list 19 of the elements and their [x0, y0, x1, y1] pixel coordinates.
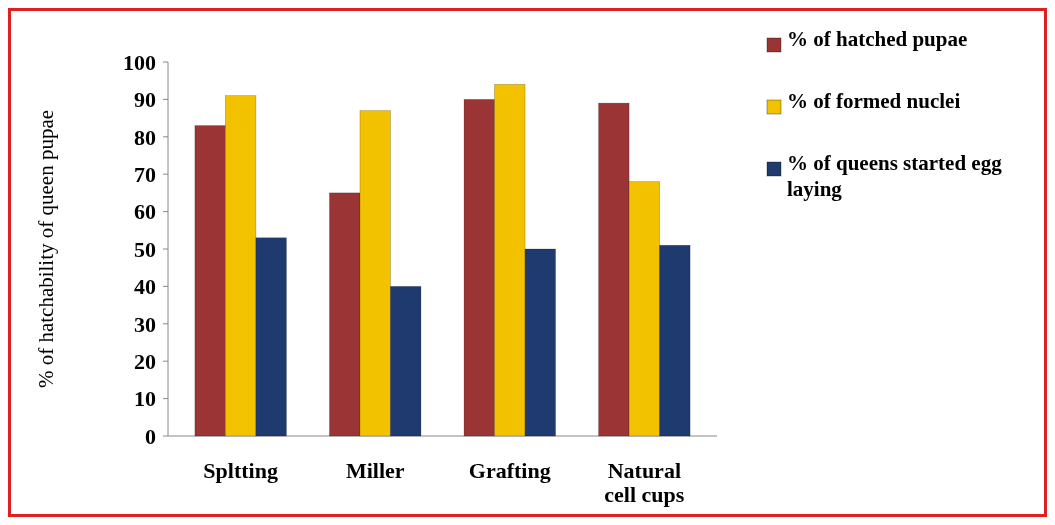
y-tick-label: 90: [134, 87, 156, 113]
y-tick-label: 40: [134, 274, 156, 300]
y-tick-label: 0: [145, 423, 156, 449]
legend-label: % of hatched pupae: [787, 27, 968, 51]
y-tick-label: 100: [123, 49, 156, 75]
y-tick-label: 10: [134, 386, 156, 412]
y-tick-label: 30: [134, 311, 156, 337]
x-tick-label: Miller: [345, 458, 405, 483]
x-tick-label: Spltting: [203, 458, 278, 483]
y-tick-label: 20: [134, 348, 156, 374]
y-tick-label: 80: [134, 124, 156, 150]
x-tick-label: Grafting: [468, 458, 551, 483]
x-tick-label: Natural cell cups: [604, 458, 685, 507]
y-tick-label: 50: [134, 236, 156, 262]
y-tick-label: 60: [134, 199, 156, 225]
legend-label: % of formed nuclei: [787, 89, 961, 113]
y-tick-label: 70: [134, 161, 156, 187]
y-axis-title: % of hatchability of queen pupae: [34, 109, 59, 389]
legend-label: % of queens started egg laying: [787, 151, 1003, 201]
